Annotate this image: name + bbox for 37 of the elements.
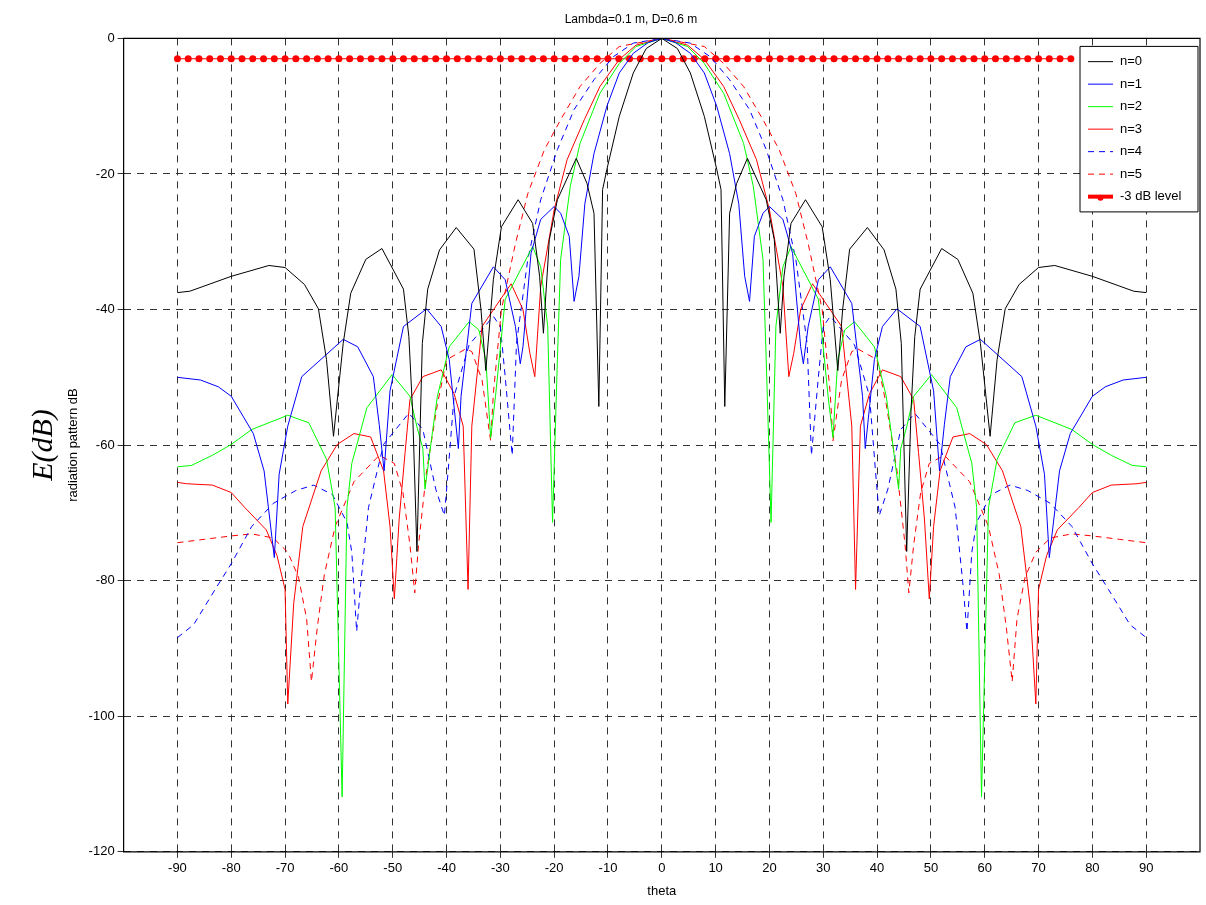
y-axis-title: radiation pattern dB [65, 388, 81, 502]
legend-label: n=2 [1120, 98, 1143, 114]
y-tick-label: -100 [88, 707, 115, 723]
y-tick-label: 0 [107, 29, 115, 45]
x-axis-title: theta [647, 882, 678, 898]
x-tick-label: -20 [544, 860, 564, 876]
legend-label: n=3 [1120, 120, 1143, 136]
x-tick-label: 20 [762, 860, 777, 876]
x-tick-label: -50 [383, 860, 403, 876]
x-tick-label: 40 [869, 860, 885, 876]
y-tick-label: -60 [95, 436, 115, 452]
x-tick-label: 60 [977, 860, 992, 876]
y-tick-label: -120 [88, 843, 115, 859]
x-tick-label: -10 [598, 860, 618, 876]
x-tick-label: 30 [816, 860, 831, 876]
x-tick-label: 70 [1031, 860, 1046, 876]
text: E(dB) [25, 409, 59, 481]
x-tick-label: -90 [168, 860, 187, 876]
legend-label: n=5 [1120, 165, 1143, 181]
x-tick-label: 0 [658, 860, 666, 876]
x-tick-label: -70 [275, 860, 295, 876]
legend-label: n=0 [1120, 53, 1143, 69]
x-tick-label: -80 [221, 860, 241, 876]
x-tick-label: 50 [923, 860, 939, 876]
y-tick-label: -20 [95, 165, 115, 181]
legend-label: n=4 [1120, 143, 1143, 159]
x-tick-label: -40 [437, 860, 456, 876]
x-tick-label: -30 [490, 860, 510, 876]
x-tick-label: 10 [708, 860, 723, 876]
x-tick-label: 80 [1085, 860, 1100, 876]
chart-title: Lambda=0.1 m, D=0.6 m [564, 11, 698, 26]
x-tick-label: 90 [1138, 860, 1154, 876]
legend-label: n=1 [1120, 75, 1143, 91]
legend-label: -3 dB level [1120, 188, 1182, 204]
y-tick-label: -40 [95, 301, 115, 317]
y-tick-label: -80 [95, 572, 115, 588]
x-tick-label: -60 [329, 860, 349, 876]
